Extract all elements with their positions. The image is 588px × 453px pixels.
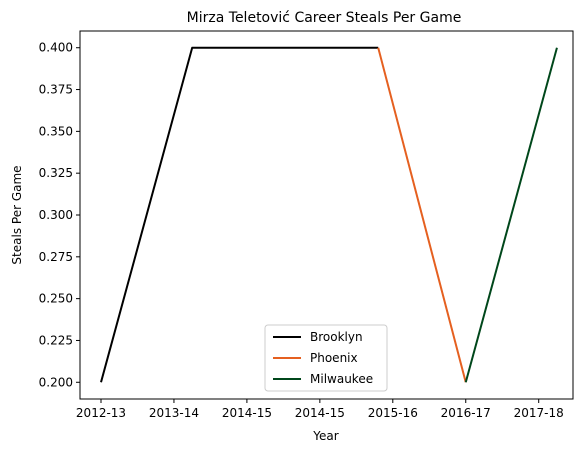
x-axis: 2012-13 2013-14 2014-15 2014-15 2015-16 2016-…	[76, 399, 564, 420]
series-lines	[100, 46, 558, 383]
x-tick-label: 2013-14	[149, 406, 199, 420]
legend: Brooklyn Phoenix Milwaukee	[264, 324, 388, 392]
x-tick-label: 2014-15	[222, 406, 272, 420]
y-tick-label: 0.325	[39, 166, 73, 180]
series-line-brooklyn	[100, 46, 379, 383]
y-tick-label: 0.350	[39, 124, 73, 138]
y-tick-label: 0.400	[39, 41, 73, 55]
legend-label: Phoenix	[310, 351, 358, 365]
x-tick-label: 2017-18	[514, 406, 564, 420]
x-tick-label: 2015-16	[368, 406, 418, 420]
series-line-milwaukee	[464, 47, 558, 383]
y-tick-label: 0.300	[39, 208, 73, 222]
x-tick-label: 2016-17	[441, 406, 491, 420]
x-tick-label: 2012-13	[76, 406, 126, 420]
y-tick-label: 0.275	[39, 250, 73, 264]
x-axis-label: Year	[312, 429, 338, 443]
y-axis: 0.200 0.225 0.250 0.275 0.300 0.325 0.350 0.375…	[39, 41, 80, 389]
y-tick-label: 0.375	[39, 83, 73, 97]
x-tick-label: 2014-15	[295, 406, 345, 420]
legend-box	[264, 324, 388, 392]
y-tick-label: 0.200	[39, 375, 73, 389]
y-axis-label: Steals Per Game	[10, 165, 24, 264]
chart-title: Mirza Teletović Career Steals Per Game	[187, 10, 462, 26]
y-tick-label: 0.225	[39, 333, 73, 347]
y-tick-label: 0.250	[39, 292, 73, 306]
legend-label: Brooklyn	[310, 330, 363, 344]
series-line-phoenix	[377, 47, 467, 383]
legend-label: Milwaukee	[310, 372, 373, 386]
